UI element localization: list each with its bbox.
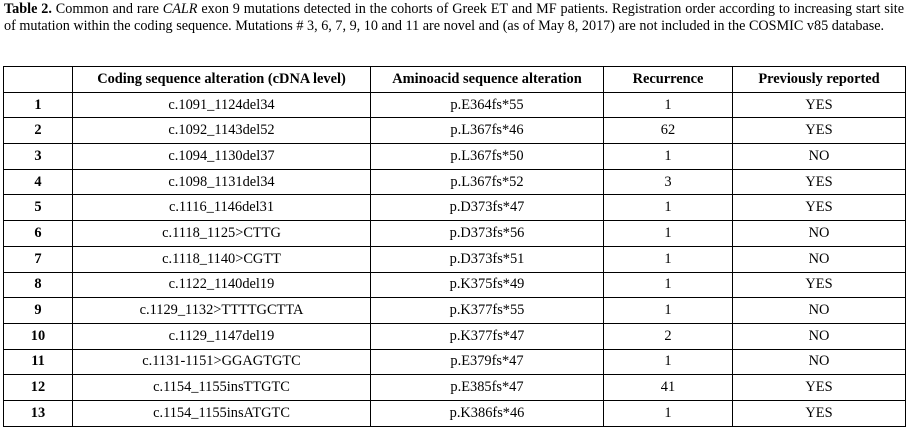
cell-number: 9 bbox=[3, 297, 73, 324]
table-row: 2 c.1092_1143del52 p.L367fs*46 62 YES bbox=[3, 117, 906, 145]
table-row: 8 c.1122_1140del19 p.K375fs*49 1 YES bbox=[3, 271, 906, 299]
table-row: 9 c.1129_1132>TTTTGCTTA p.K377fs*55 1 NO bbox=[3, 297, 906, 324]
caption-label: Table 2. bbox=[4, 1, 52, 17]
cell-recurrence: 1 bbox=[603, 271, 733, 299]
cell-aminoacid-alteration: p.L367fs*50 bbox=[370, 143, 604, 170]
cell-previously-reported: NO bbox=[732, 348, 906, 376]
cell-number: 8 bbox=[3, 271, 73, 299]
cell-number: 6 bbox=[3, 220, 73, 247]
cell-aminoacid-alteration: p.E364fs*55 bbox=[370, 91, 604, 119]
header-aminoacid-sequence: Aminoacid sequence alteration bbox=[370, 66, 604, 93]
cell-recurrence: 3 bbox=[603, 168, 733, 196]
cell-previously-reported: NO bbox=[732, 297, 906, 324]
caption-gene-name: CALR bbox=[162, 1, 198, 17]
table-row: 4 c.1098_1131del34 p.L367fs*52 3 YES bbox=[3, 168, 906, 196]
cell-aminoacid-alteration: p.L367fs*52 bbox=[370, 168, 604, 196]
cell-number: 1 bbox=[3, 91, 73, 119]
cell-cdna-alteration: c.1116_1146del31 bbox=[72, 194, 371, 222]
cell-recurrence: 1 bbox=[603, 348, 733, 376]
cell-recurrence: 62 bbox=[603, 117, 733, 145]
header-coding-sequence: Coding sequence alteration (cDNA level) bbox=[72, 66, 371, 93]
cell-cdna-alteration: c.1122_1140del19 bbox=[72, 271, 371, 299]
cell-aminoacid-alteration: p.K377fs*47 bbox=[370, 322, 604, 350]
cell-aminoacid-alteration: p.D373fs*51 bbox=[370, 245, 604, 273]
cell-previously-reported: NO bbox=[732, 220, 906, 247]
cell-recurrence: 2 bbox=[603, 322, 733, 350]
cell-recurrence: 41 bbox=[603, 374, 733, 401]
cell-cdna-alteration: c.1118_1125>CTTG bbox=[72, 220, 371, 247]
cell-previously-reported: YES bbox=[732, 271, 906, 299]
mutations-table: Coding sequence alteration (cDNA level) … bbox=[3, 66, 906, 427]
cell-recurrence: 1 bbox=[603, 220, 733, 247]
cell-cdna-alteration: c.1098_1131del34 bbox=[72, 168, 371, 196]
cell-cdna-alteration: c.1131-1151>GGAGTGTC bbox=[72, 348, 371, 376]
cell-number: 7 bbox=[3, 245, 73, 273]
header-recurrence: Recurrence bbox=[603, 66, 733, 93]
cell-previously-reported: YES bbox=[732, 91, 906, 119]
cell-cdna-alteration: c.1154_1155insATGTC bbox=[72, 399, 371, 427]
cell-cdna-alteration: c.1129_1132>TTTTGCTTA bbox=[72, 297, 371, 324]
cell-number: 11 bbox=[3, 348, 73, 376]
cell-recurrence: 1 bbox=[603, 297, 733, 324]
table-caption: Table 2. Common and rare CALR exon 9 mut… bbox=[4, 1, 904, 34]
caption-text-after-gene: exon 9 mutations detected in the cohorts… bbox=[4, 1, 904, 34]
cell-number: 13 bbox=[3, 399, 73, 427]
table-header-row: Coding sequence alteration (cDNA level) … bbox=[3, 66, 906, 93]
cell-cdna-alteration: c.1091_1124del34 bbox=[72, 91, 371, 119]
cell-number: 3 bbox=[3, 143, 73, 170]
table-body: 1 c.1091_1124del34 p.E364fs*55 1 YES 2 c.1092_… bbox=[3, 91, 906, 427]
cell-previously-reported: YES bbox=[732, 194, 906, 222]
cell-previously-reported: YES bbox=[732, 399, 906, 427]
table-row: 5 c.1116_1146del31 p.D373fs*47 1 YES bbox=[3, 194, 906, 222]
table-row: 11 c.1131-1151>GGAGTGTC p.E379fs*47 1 NO bbox=[3, 348, 906, 376]
cell-previously-reported: YES bbox=[732, 374, 906, 401]
cell-aminoacid-alteration: p.E385fs*47 bbox=[370, 374, 604, 401]
cell-aminoacid-alteration: p.K386fs*46 bbox=[370, 399, 604, 427]
cell-cdna-alteration: c.1129_1147del19 bbox=[72, 322, 371, 350]
cell-cdna-alteration: c.1118_1140>CGTT bbox=[72, 245, 371, 273]
cell-number: 4 bbox=[3, 168, 73, 196]
cell-previously-reported: NO bbox=[732, 245, 906, 273]
cell-previously-reported: NO bbox=[732, 143, 906, 170]
cell-aminoacid-alteration: p.K377fs*55 bbox=[370, 297, 604, 324]
cell-previously-reported: NO bbox=[732, 322, 906, 350]
cell-aminoacid-alteration: p.D373fs*47 bbox=[370, 194, 604, 222]
table-row: 6 c.1118_1125>CTTG p.D373fs*56 1 NO bbox=[3, 220, 906, 247]
cell-recurrence: 1 bbox=[603, 91, 733, 119]
cell-recurrence: 1 bbox=[603, 194, 733, 222]
header-row-number bbox=[3, 66, 73, 93]
cell-cdna-alteration: c.1154_1155insTTGTC bbox=[72, 374, 371, 401]
cell-aminoacid-alteration: p.D373fs*56 bbox=[370, 220, 604, 247]
table-row: 10 c.1129_1147del19 p.K377fs*47 2 NO bbox=[3, 322, 906, 350]
cell-number: 5 bbox=[3, 194, 73, 222]
cell-number: 12 bbox=[3, 374, 73, 401]
table-row: 13 c.1154_1155insATGTC p.K386fs*46 1 YES bbox=[3, 399, 906, 427]
table-row: 7 c.1118_1140>CGTT p.D373fs*51 1 NO bbox=[3, 245, 906, 273]
cell-number: 2 bbox=[3, 117, 73, 145]
cell-previously-reported: YES bbox=[732, 168, 906, 196]
header-previously-reported: Previously reported bbox=[732, 66, 906, 93]
cell-aminoacid-alteration: p.E379fs*47 bbox=[370, 348, 604, 376]
cell-recurrence: 1 bbox=[603, 143, 733, 170]
cell-recurrence: 1 bbox=[603, 399, 733, 427]
cell-recurrence: 1 bbox=[603, 245, 733, 273]
cell-aminoacid-alteration: p.K375fs*49 bbox=[370, 271, 604, 299]
table-row: 3 c.1094_1130del37 p.L367fs*50 1 NO bbox=[3, 143, 906, 170]
cell-number: 10 bbox=[3, 322, 73, 350]
table-row: 1 c.1091_1124del34 p.E364fs*55 1 YES bbox=[3, 91, 906, 119]
table-row: 12 c.1154_1155insTTGTC p.E385fs*47 41 YES bbox=[3, 374, 906, 401]
cell-cdna-alteration: c.1094_1130del37 bbox=[72, 143, 371, 170]
cell-cdna-alteration: c.1092_1143del52 bbox=[72, 117, 371, 145]
cell-previously-reported: YES bbox=[732, 117, 906, 145]
cell-aminoacid-alteration: p.L367fs*46 bbox=[370, 117, 604, 145]
caption-text-before-gene: Common and rare bbox=[51, 1, 163, 17]
